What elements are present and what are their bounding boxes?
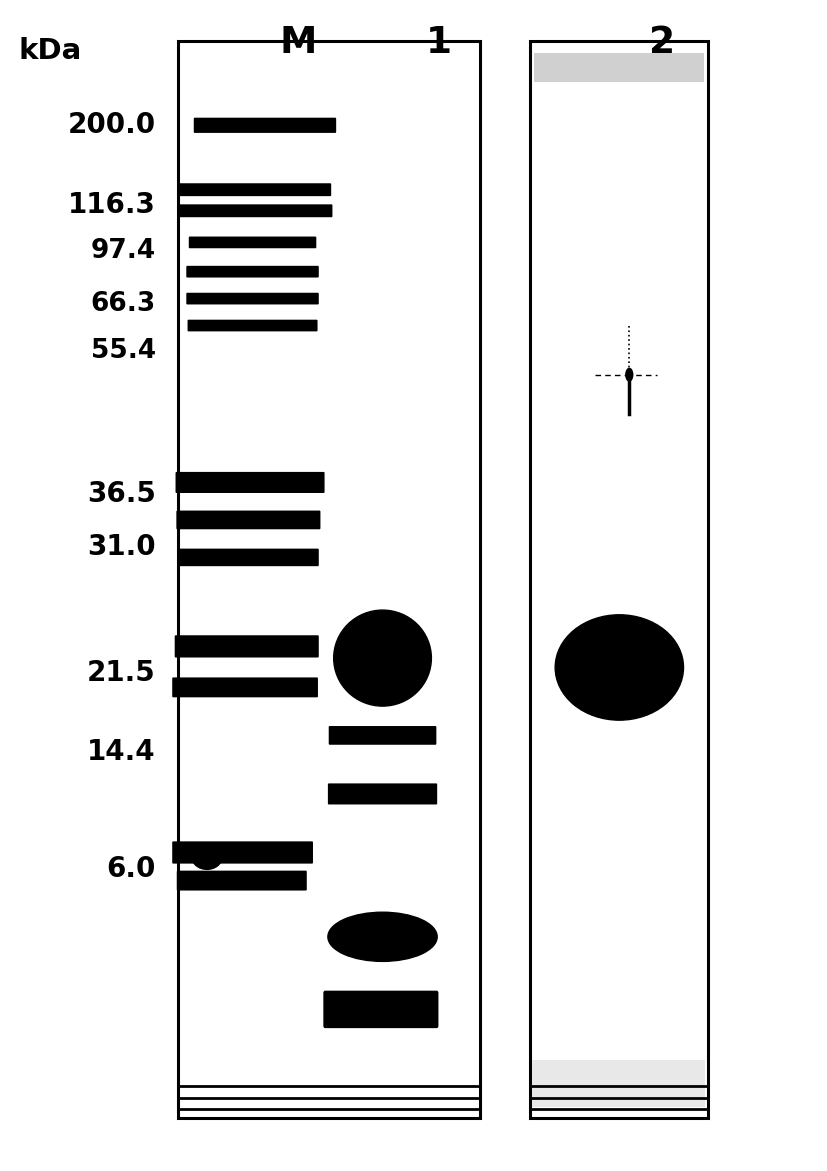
FancyBboxPatch shape <box>176 511 320 529</box>
FancyBboxPatch shape <box>194 117 336 133</box>
Bar <box>529 41 707 1118</box>
Text: 2: 2 <box>648 26 675 61</box>
FancyBboxPatch shape <box>174 635 318 657</box>
FancyBboxPatch shape <box>177 204 332 218</box>
FancyBboxPatch shape <box>178 548 318 566</box>
FancyBboxPatch shape <box>186 293 318 304</box>
Ellipse shape <box>624 368 633 382</box>
FancyBboxPatch shape <box>323 991 438 1028</box>
FancyBboxPatch shape <box>179 183 331 196</box>
FancyBboxPatch shape <box>186 266 318 278</box>
FancyBboxPatch shape <box>328 726 436 745</box>
Text: kDa: kDa <box>18 37 81 66</box>
FancyBboxPatch shape <box>176 871 306 890</box>
Ellipse shape <box>191 844 222 870</box>
Text: 36.5: 36.5 <box>87 480 155 508</box>
Ellipse shape <box>555 615 683 720</box>
Bar <box>533 53 703 82</box>
Text: 200.0: 200.0 <box>68 111 155 139</box>
FancyBboxPatch shape <box>172 841 313 864</box>
Text: 31.0: 31.0 <box>87 533 155 561</box>
Ellipse shape <box>333 610 431 706</box>
Text: M: M <box>279 26 317 61</box>
Text: 14.4: 14.4 <box>87 738 155 766</box>
FancyBboxPatch shape <box>175 472 324 493</box>
FancyBboxPatch shape <box>172 677 318 698</box>
Bar <box>532 1060 705 1107</box>
Text: 66.3: 66.3 <box>90 292 155 317</box>
Text: 1: 1 <box>425 26 452 61</box>
FancyBboxPatch shape <box>327 783 437 804</box>
FancyBboxPatch shape <box>189 237 316 248</box>
Text: 55.4: 55.4 <box>90 338 155 364</box>
Text: 6.0: 6.0 <box>106 855 155 883</box>
Bar <box>178 41 480 1118</box>
Ellipse shape <box>327 912 437 961</box>
Text: 116.3: 116.3 <box>68 191 155 219</box>
FancyBboxPatch shape <box>187 320 317 331</box>
Text: 21.5: 21.5 <box>87 659 155 687</box>
Text: 97.4: 97.4 <box>90 238 155 263</box>
